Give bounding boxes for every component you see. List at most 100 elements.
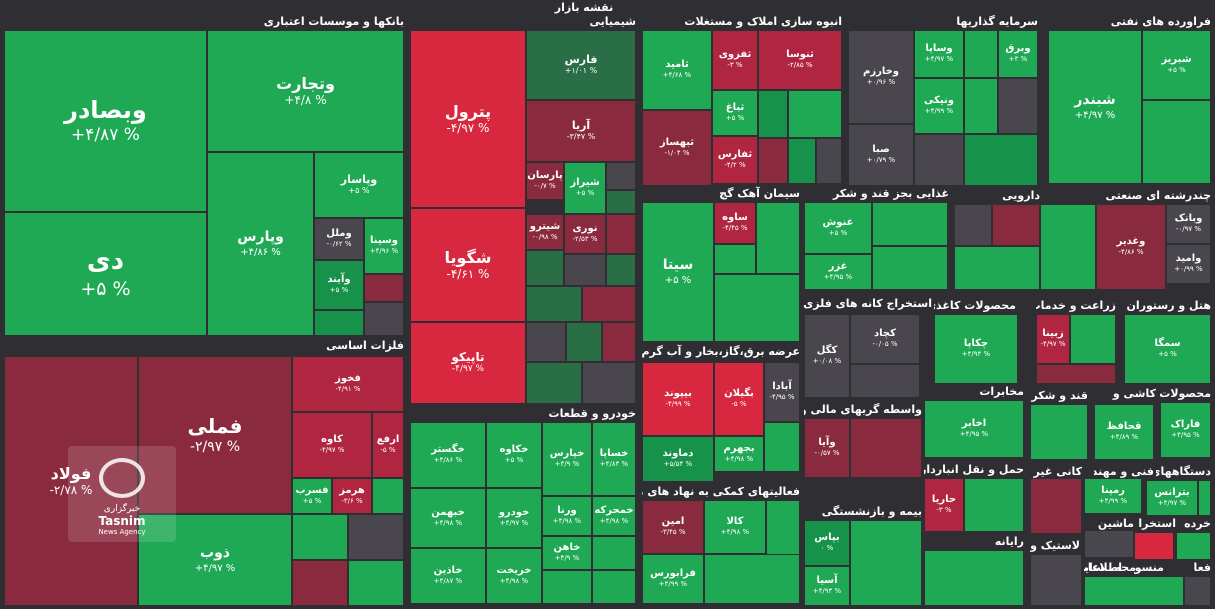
stock-tile[interactable]: زبینا -۴/۹۷ % (1036, 314, 1070, 364)
small-stock-tile[interactable] (566, 322, 602, 362)
small-stock-tile[interactable] (788, 138, 816, 184)
stock-tile[interactable]: سمگا +۵ % (1124, 314, 1211, 384)
small-stock-tile[interactable] (914, 134, 964, 186)
stock-tile[interactable]: ورنا +۴/۹۸ % (542, 496, 592, 536)
stock-tile[interactable]: شیراز +۵ % (564, 162, 606, 214)
stock-tile[interactable]: ثبهساز -۱/۰۴ % (642, 110, 712, 186)
small-stock-tile[interactable] (998, 78, 1038, 134)
stock-tile[interactable]: پارسان -۰/۷ % (526, 162, 564, 200)
small-stock-tile[interactable] (924, 550, 1024, 606)
stock-tile[interactable]: خاهن +۴/۹ % (542, 536, 592, 570)
stock-tile[interactable]: وخارزم +۰/۹۶ % (848, 30, 914, 124)
stock-tile[interactable]: وساپا +۴/۹۷ % (914, 30, 964, 78)
stock-tile[interactable]: خودرو +۴/۹۷ % (486, 488, 542, 548)
small-stock-tile[interactable] (582, 362, 636, 404)
stock-tile[interactable]: وامید +۰/۹۹ % (1166, 244, 1211, 284)
stock-tile[interactable]: کچاد -۰/۰۵ % (850, 314, 920, 364)
small-stock-tile[interactable] (582, 286, 636, 322)
stock-tile[interactable]: شبندر +۴/۹۷ % (1048, 30, 1142, 184)
stock-tile[interactable]: ذوب +۴/۹۷ % (138, 514, 292, 606)
small-stock-tile[interactable] (1084, 530, 1134, 558)
stock-tile[interactable]: فخوز -۴/۹۱ % (292, 356, 404, 412)
stock-tile[interactable]: وآیند +۵ % (314, 260, 364, 310)
small-stock-tile[interactable] (592, 570, 636, 604)
stock-tile[interactable]: وملل -۰/۶۲ % (314, 218, 364, 260)
stock-tile[interactable]: ثنوسا -۲/۸۵ % (758, 30, 842, 90)
small-stock-tile[interactable] (1070, 314, 1116, 364)
small-stock-tile[interactable] (954, 204, 992, 246)
stock-tile[interactable]: شبریز +۵ % (1142, 30, 1211, 100)
stock-tile[interactable]: آسیا +۴/۹۳ % (804, 566, 850, 606)
small-stock-tile[interactable] (1030, 554, 1082, 606)
small-stock-tile[interactable] (292, 514, 348, 560)
stock-tile[interactable]: سیتا +۵ % (642, 202, 714, 342)
small-stock-tile[interactable] (1134, 532, 1174, 560)
stock-tile[interactable]: کالا +۴/۹۸ % (704, 500, 766, 554)
stock-tile[interactable]: دماوند +۵/۵۴ % (642, 436, 714, 482)
stock-tile[interactable]: خاذین +۴/۸۷ % (410, 548, 486, 604)
small-stock-tile[interactable] (364, 274, 404, 302)
small-stock-tile[interactable] (850, 520, 922, 606)
small-stock-tile[interactable] (964, 478, 1024, 532)
stock-tile[interactable]: صبا +۰/۷۹ % (848, 124, 914, 186)
small-stock-tile[interactable] (606, 162, 636, 190)
small-stock-tile[interactable] (1030, 404, 1088, 460)
small-stock-tile[interactable] (1142, 100, 1211, 184)
small-stock-tile[interactable] (714, 274, 800, 342)
stock-tile[interactable]: هرمز -۳/۶ % (332, 478, 372, 514)
stock-tile[interactable]: ونیکی +۴/۹۹ % (914, 78, 964, 134)
small-stock-tile[interactable] (314, 310, 364, 336)
stock-tile[interactable]: فسرب +۵ % (292, 478, 332, 514)
small-stock-tile[interactable] (872, 246, 948, 290)
stock-tile[interactable]: امین -۳/۴۵ % (642, 500, 704, 554)
stock-tile[interactable]: چکاپا +۴/۹۴ % (934, 314, 1018, 384)
stock-tile[interactable]: خکاوه +۵ % (486, 422, 542, 488)
small-stock-tile[interactable] (348, 514, 404, 560)
stock-tile[interactable]: آریا -۳/۴۷ % (526, 100, 636, 162)
small-stock-tile[interactable] (758, 90, 788, 138)
small-stock-tile[interactable] (526, 250, 564, 286)
stock-tile[interactable]: ساوه -۴/۴۵ % (714, 202, 756, 244)
small-stock-tile[interactable] (606, 254, 636, 286)
small-stock-tile[interactable] (564, 254, 606, 286)
small-stock-tile[interactable] (872, 202, 948, 246)
small-stock-tile[interactable] (850, 364, 920, 398)
stock-tile[interactable]: ثامید +۴/۶۸ % (642, 30, 712, 110)
small-stock-tile[interactable] (526, 286, 582, 322)
stock-tile[interactable]: فارس +۱/۰۱ % (526, 30, 636, 100)
stock-tile[interactable]: پترول -۴/۹۷ % (410, 30, 526, 208)
small-stock-tile[interactable] (1184, 576, 1211, 606)
stock-tile[interactable]: فاراک +۴/۹۵ % (1160, 402, 1211, 458)
stock-tile[interactable]: وسینا +۴/۹۶ % (364, 218, 404, 274)
small-stock-tile[interactable] (292, 560, 348, 606)
small-stock-tile[interactable] (1036, 364, 1116, 384)
small-stock-tile[interactable] (592, 536, 636, 570)
small-stock-tile[interactable] (526, 322, 566, 362)
stock-tile[interactable]: وبصادر +۴/۸۷ % (4, 30, 207, 212)
stock-tile[interactable]: دی +۵ % (4, 212, 207, 336)
stock-tile[interactable]: اخابر +۴/۹۵ % (924, 400, 1024, 458)
stock-tile[interactable]: فرابورس +۴/۹۹ % (642, 554, 704, 604)
stock-tile[interactable]: وبرق +۳ % (998, 30, 1038, 78)
stock-tile[interactable]: نوری -۲/۵۳ % (564, 214, 606, 254)
stock-tile[interactable]: فملی -۲/۹۷ % (138, 356, 292, 514)
stock-tile[interactable]: وبانک -۰/۹۷ % (1166, 204, 1211, 244)
stock-tile[interactable]: خریخت +۴/۹۸ % (486, 548, 542, 604)
small-stock-tile[interactable] (954, 246, 1040, 290)
small-stock-tile[interactable] (764, 422, 800, 472)
small-stock-tile[interactable] (758, 138, 788, 184)
stock-tile[interactable]: شگویا -۴/۶۱ % (410, 208, 526, 322)
small-stock-tile[interactable] (1084, 576, 1184, 606)
small-stock-tile[interactable] (1176, 532, 1211, 560)
small-stock-tile[interactable] (704, 554, 800, 604)
stock-tile[interactable]: شیترو -۰/۹۸ % (526, 214, 564, 250)
stock-tile[interactable]: ارفع -۵ % (372, 412, 404, 478)
stock-tile[interactable]: خمحرکه +۴/۹۸ % (592, 496, 636, 536)
small-stock-tile[interactable] (602, 322, 636, 362)
stock-tile[interactable]: ثباغ +۵ % (712, 90, 758, 136)
small-stock-tile[interactable] (992, 204, 1040, 246)
stock-tile[interactable]: ثفارس -۴/۲ % (712, 136, 758, 184)
stock-tile[interactable]: غنوش +۵ % (804, 202, 872, 254)
small-stock-tile[interactable] (850, 418, 922, 478)
stock-tile[interactable]: تاپیکو -۴/۹۷ % (410, 322, 526, 404)
